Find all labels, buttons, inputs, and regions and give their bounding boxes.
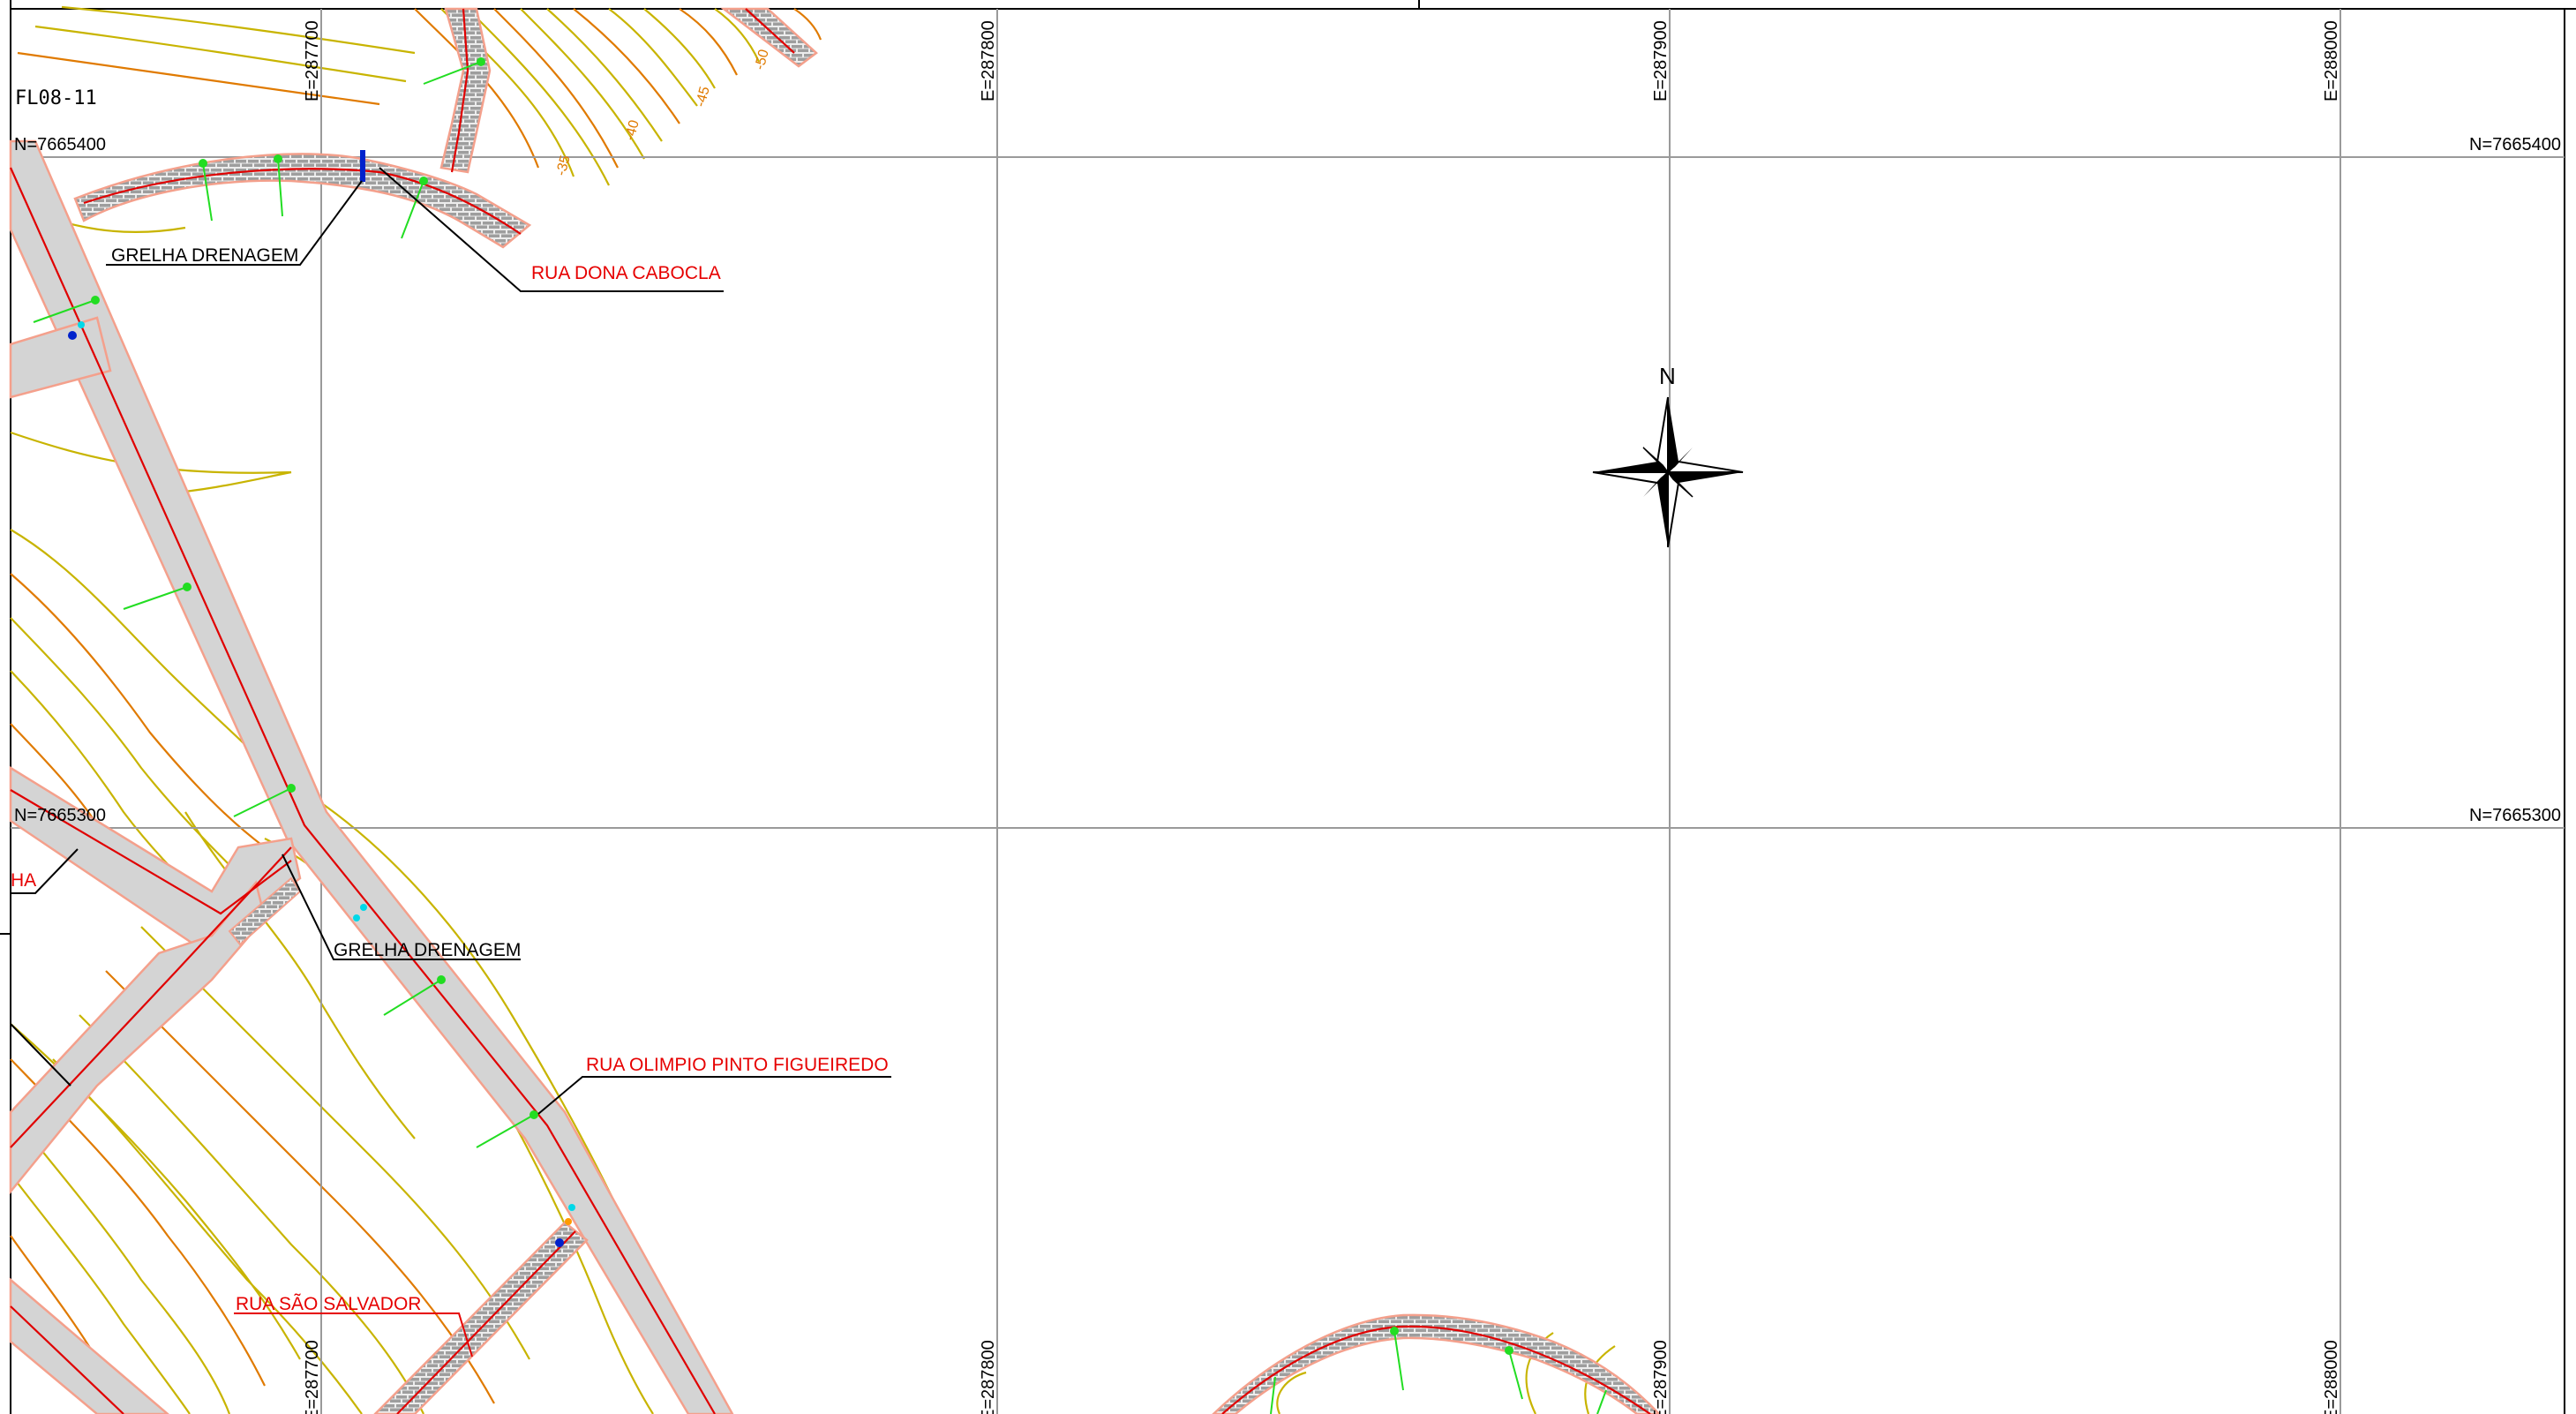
contour-lines (10, 5, 1616, 1414)
road-side-low (9, 880, 267, 1195)
grelha-drenagem-label: GRELHA DRENAGEM (334, 940, 521, 960)
easting-label-bottom: E=287700 (303, 1340, 322, 1414)
easting-label-bottom: E=288000 (2322, 1340, 2341, 1414)
coordinate-grid (11, 9, 2565, 1414)
station-markers (33, 57, 1607, 1414)
north-arrow-letter: N (1659, 363, 1676, 389)
street-label-dona-cabocla: RUA DONA CABOCLA (531, 263, 721, 283)
road-sao-salvador (373, 1221, 589, 1414)
contour-label: -50 (752, 48, 771, 71)
road-network (9, 7, 1661, 1414)
road-olimpio (9, 139, 734, 1414)
easting-label-bottom: E=287800 (979, 1340, 998, 1414)
contour-label: -45 (693, 85, 712, 109)
easting-label-top: E=288000 (2322, 20, 2341, 102)
north-arrow: N (1592, 363, 1744, 548)
contour-label: -40 (622, 118, 642, 142)
northing-label-left: N=7665300 (14, 806, 106, 825)
centerlines (9, 8, 1651, 1414)
utility-markers (68, 150, 575, 1247)
grid-labels: E=287700 E=287800 E=287900 E=288000 E=28… (14, 20, 2561, 1414)
northing-label-left: N=7665400 (14, 135, 106, 154)
street-label-partial: HA (11, 870, 36, 891)
street-label-olimpio: RUA OLIMPIO PINTO FIGUEIREDO (586, 1055, 889, 1075)
road-bottom-left (9, 1277, 169, 1414)
grelha-drenagem-label: GRELHA DRENAGEM (111, 245, 298, 266)
road-bottom-arc (1212, 1313, 1661, 1414)
contour-labels: -35 -40 -45 -50 (553, 48, 771, 177)
easting-label-top: E=287900 (1651, 20, 1671, 102)
contour-label: -35 (553, 154, 573, 177)
street-label-sao-salvador: RUA SÃO SALVADOR (236, 1293, 421, 1314)
leader-lines (10, 167, 891, 1358)
easting-label-bottom: E=287900 (1651, 1340, 1671, 1414)
northing-label-right: N=7665300 (2469, 806, 2561, 825)
northing-label-right: N=7665400 (2469, 135, 2561, 154)
road-dona-cabocla (73, 153, 532, 249)
road-side-mid (9, 765, 302, 946)
easting-label-top: E=287700 (303, 20, 322, 102)
road-side-top (9, 316, 112, 399)
sheet-label: FL08-11 (15, 87, 97, 109)
annotations: GRELHA DRENAGEM RUA DONA CABOCLA GRELHA … (11, 245, 889, 1314)
easting-label-top: E=287800 (979, 20, 998, 102)
